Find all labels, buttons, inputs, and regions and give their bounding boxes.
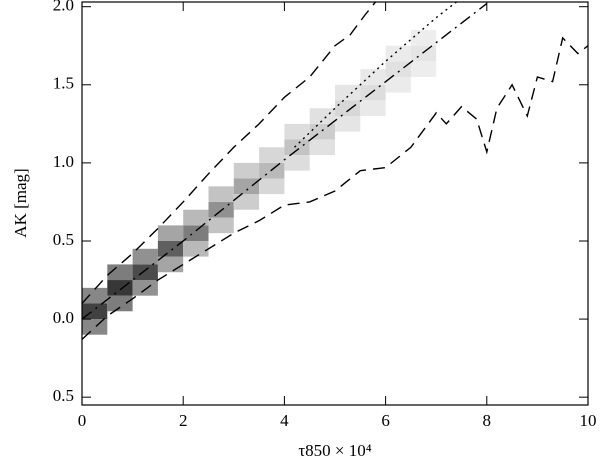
density-cell: [208, 186, 234, 202]
density-cell: [107, 280, 133, 296]
y-axis-label: AK [mag]: [11, 168, 30, 237]
y-tick-label: 1.0: [53, 152, 74, 171]
line: [81, 3, 488, 320]
x-tick-label: 2: [179, 411, 188, 430]
density-cell: [157, 240, 184, 257]
density-cell: [284, 139, 310, 156]
x-tick-label: 10: [580, 411, 597, 430]
density-cell: [107, 264, 133, 281]
density-cell: [360, 84, 386, 101]
density-cell: [335, 116, 361, 132]
density-cell: [233, 162, 260, 179]
density-cell: [233, 194, 260, 210]
density-cell: [233, 178, 260, 195]
density-cell: [107, 295, 133, 312]
line: [294, 1, 457, 148]
x-tick-label: 6: [381, 411, 390, 430]
y-tick-label: 1.5: [53, 74, 74, 93]
density-cell: [335, 84, 361, 101]
plot-frame: [81, 1, 589, 406]
line: [81, 36, 589, 340]
density-cell: [183, 240, 209, 257]
density-cell: [335, 100, 361, 117]
density-cell: [360, 100, 386, 117]
density-cell: [410, 61, 437, 77]
x-tick-label: 4: [280, 411, 289, 430]
y-tick-label: 2.0: [53, 0, 74, 15]
density-cell: [82, 319, 108, 335]
density-cell: [385, 45, 411, 62]
density-cell: [309, 139, 335, 156]
density-cell: [284, 123, 310, 140]
density-cell: [208, 217, 234, 234]
density-cell: [82, 287, 108, 304]
density-cell: [157, 225, 184, 241]
density-cell: [385, 61, 411, 77]
density-cell: [259, 178, 285, 195]
density-cell: [183, 225, 209, 241]
line: [81, 1, 377, 304]
density-cell: [157, 256, 184, 273]
density-cell: [309, 108, 335, 124]
density-cell: [410, 30, 437, 46]
density-cell: [360, 69, 386, 85]
y-tick-label: 0.5: [53, 386, 74, 405]
density-cell: [259, 147, 285, 163]
density-cell: [132, 248, 158, 265]
x-tick-label: 8: [483, 411, 492, 430]
x-axis-label: τ850 × 10⁴: [298, 441, 371, 460]
density-cell: [132, 280, 158, 296]
density-cell: [132, 264, 158, 281]
y-tick-label: 0.0: [53, 308, 74, 327]
density-cell: [183, 209, 209, 226]
density-cell: [410, 45, 437, 62]
y-tick-label: 0.5: [53, 230, 74, 249]
density-cell: [82, 303, 108, 320]
density-cell: [284, 155, 310, 171]
density-cell: [385, 76, 411, 93]
x-tick-label: 0: [78, 411, 87, 430]
